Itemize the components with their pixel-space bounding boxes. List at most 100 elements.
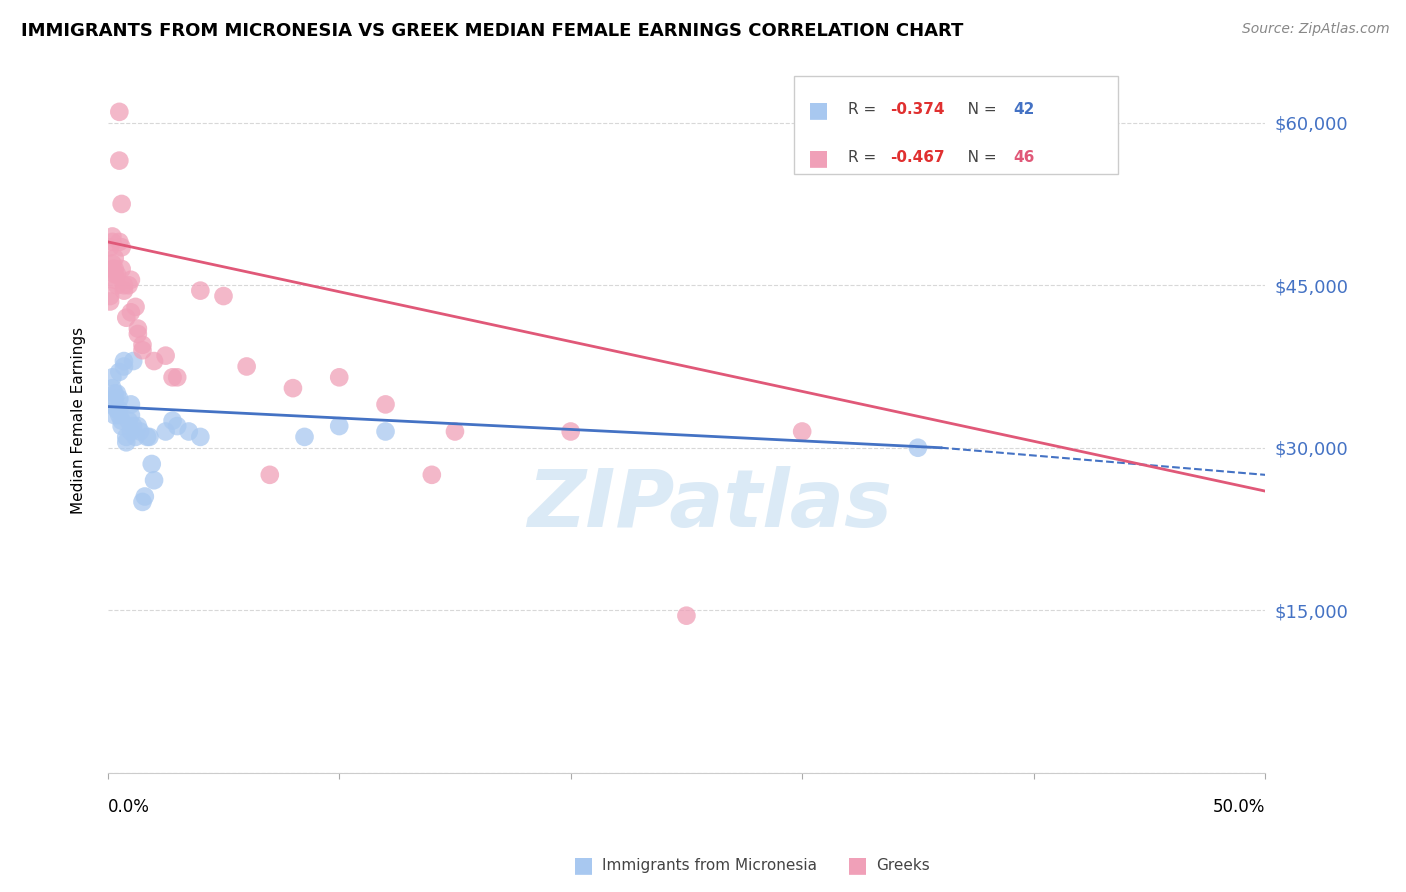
Y-axis label: Median Female Earnings: Median Female Earnings	[72, 327, 86, 514]
Point	[281, 381, 304, 395]
Text: Greeks: Greeks	[876, 858, 929, 872]
Text: N =: N =	[953, 103, 1001, 117]
Point	[117, 278, 139, 293]
Point	[141, 457, 163, 471]
Point	[112, 284, 135, 298]
Point	[328, 370, 350, 384]
Point	[108, 104, 131, 119]
Point	[259, 467, 281, 482]
Text: N =: N =	[953, 151, 1001, 165]
Point	[104, 409, 127, 423]
Point	[120, 397, 142, 411]
Point	[108, 409, 131, 423]
Point	[98, 294, 121, 309]
Point	[129, 425, 152, 439]
Point	[131, 338, 153, 352]
Text: 42: 42	[1014, 103, 1035, 117]
Point	[101, 381, 124, 395]
Point	[444, 425, 467, 439]
Text: 50.0%: 50.0%	[1213, 797, 1265, 815]
Point	[111, 419, 134, 434]
Text: ■: ■	[808, 148, 830, 168]
Point	[115, 435, 138, 450]
Point	[105, 386, 128, 401]
Point	[122, 354, 145, 368]
Point	[143, 354, 166, 368]
Text: Immigrants from Micronesia: Immigrants from Micronesia	[602, 858, 817, 872]
Point	[131, 495, 153, 509]
Point	[108, 153, 131, 168]
Text: R =: R =	[848, 103, 882, 117]
Text: R =: R =	[848, 151, 882, 165]
Point	[127, 419, 149, 434]
Point	[101, 262, 124, 277]
Point	[127, 321, 149, 335]
Point	[136, 430, 159, 444]
Point	[560, 425, 582, 439]
Point	[98, 397, 121, 411]
Point	[675, 608, 697, 623]
Point	[105, 278, 128, 293]
Point	[112, 359, 135, 374]
Point	[101, 256, 124, 270]
Point	[108, 235, 131, 249]
Point	[104, 268, 127, 282]
Point	[104, 273, 127, 287]
Point	[105, 402, 128, 417]
Text: ■: ■	[808, 100, 830, 120]
Point	[120, 273, 142, 287]
Point	[907, 441, 929, 455]
Point	[108, 392, 131, 406]
Point	[101, 229, 124, 244]
Point	[120, 409, 142, 423]
Text: ■: ■	[848, 855, 868, 875]
Point	[162, 414, 184, 428]
Point	[124, 430, 146, 444]
Text: -0.467: -0.467	[890, 151, 945, 165]
Point	[374, 397, 396, 411]
Point	[374, 425, 396, 439]
Point	[122, 419, 145, 434]
Text: IMMIGRANTS FROM MICRONESIA VS GREEK MEDIAN FEMALE EARNINGS CORRELATION CHART: IMMIGRANTS FROM MICRONESIA VS GREEK MEDI…	[21, 22, 963, 40]
Point	[104, 392, 127, 406]
Point	[155, 349, 177, 363]
Point	[188, 430, 211, 444]
Point	[143, 473, 166, 487]
Point	[98, 240, 121, 254]
Point	[104, 251, 127, 265]
Point	[115, 310, 138, 325]
Point	[101, 370, 124, 384]
Point	[120, 305, 142, 319]
Point	[138, 430, 160, 444]
Point	[108, 402, 131, 417]
Point	[111, 262, 134, 277]
Point	[166, 419, 188, 434]
Point	[111, 414, 134, 428]
Point	[134, 490, 156, 504]
Point	[101, 235, 124, 249]
Point	[162, 370, 184, 384]
Point	[131, 343, 153, 358]
Point	[294, 430, 316, 444]
Point	[112, 278, 135, 293]
Point	[155, 425, 177, 439]
Text: -0.374: -0.374	[890, 103, 945, 117]
Point	[127, 326, 149, 341]
Point	[792, 425, 814, 439]
Point	[104, 262, 127, 277]
Point	[235, 359, 257, 374]
Point	[212, 289, 235, 303]
Point	[105, 268, 128, 282]
Text: ■: ■	[574, 855, 593, 875]
Point	[111, 197, 134, 211]
Point	[328, 419, 350, 434]
Text: 46: 46	[1014, 151, 1035, 165]
Point	[166, 370, 188, 384]
Point	[120, 425, 142, 439]
Text: 0.0%: 0.0%	[108, 797, 149, 815]
Point	[112, 354, 135, 368]
Point	[115, 430, 138, 444]
Text: ZIPatlas: ZIPatlas	[527, 467, 891, 544]
Point	[188, 284, 211, 298]
Point	[420, 467, 443, 482]
